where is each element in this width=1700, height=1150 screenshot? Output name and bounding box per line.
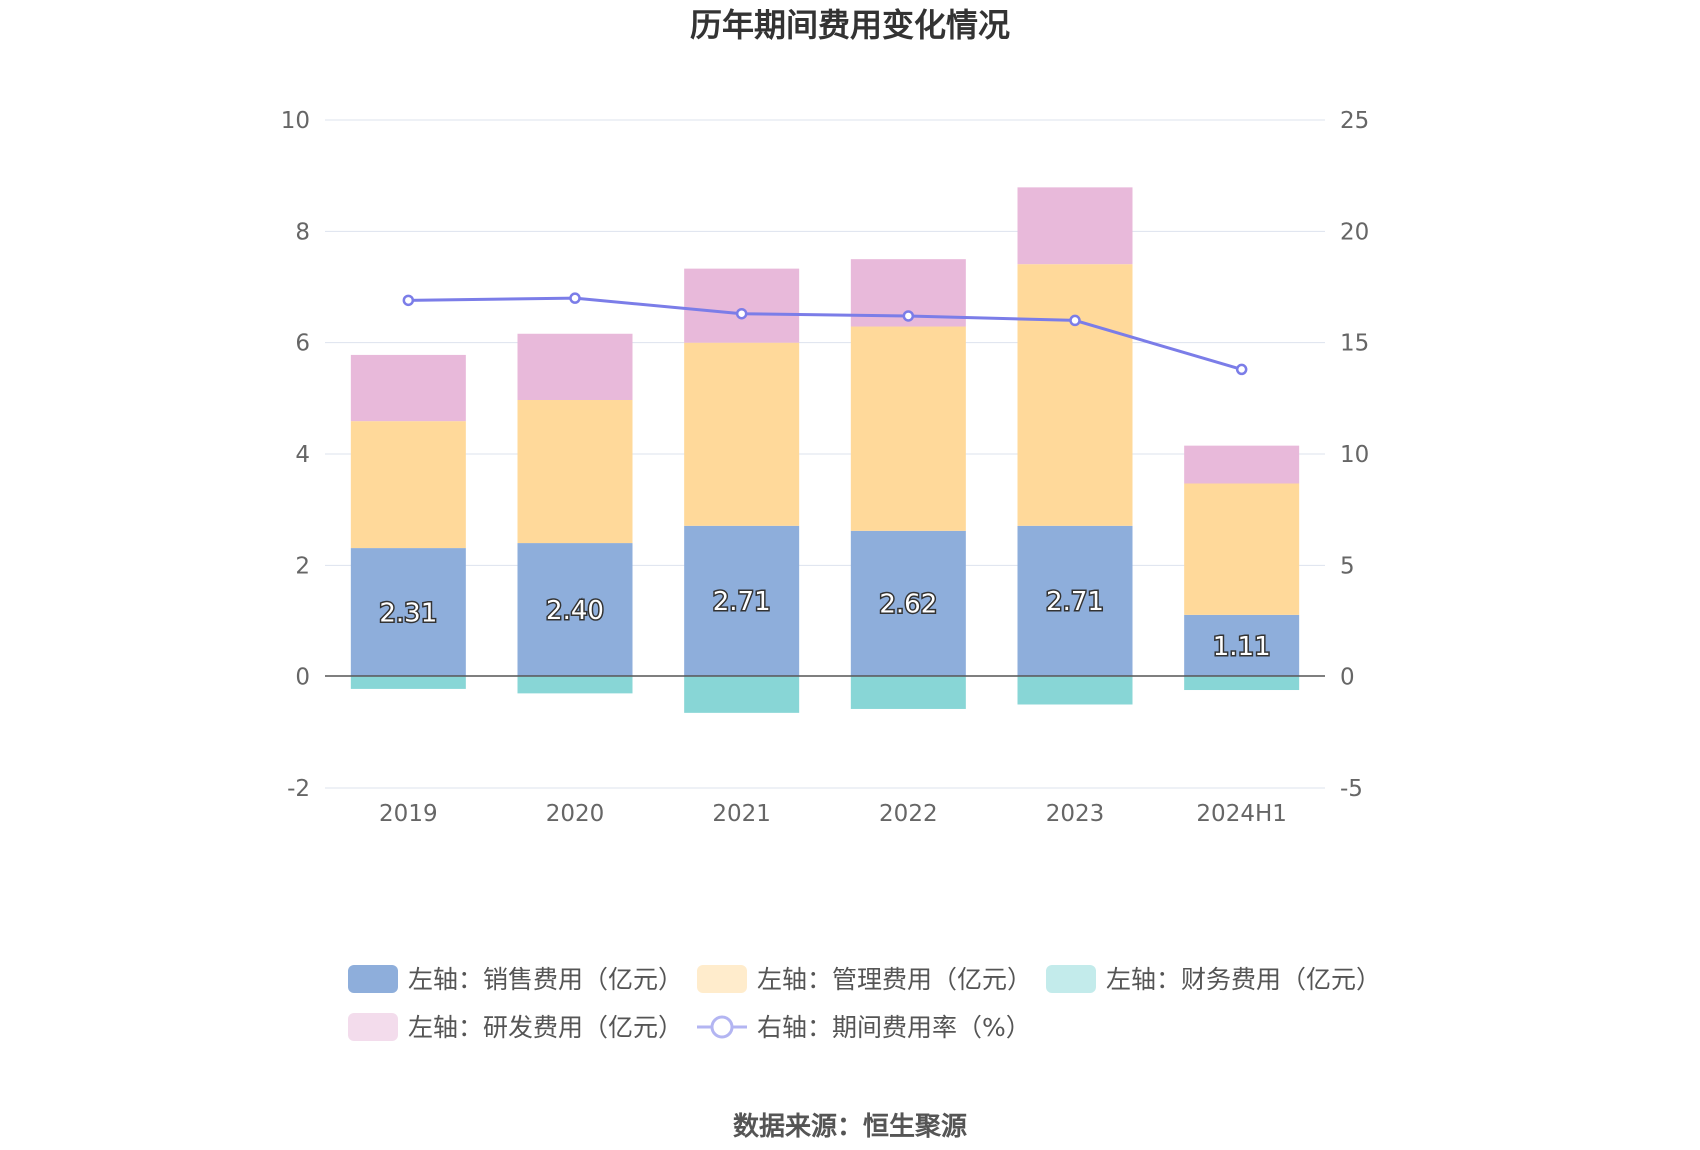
y-left-tick-label: 10 xyxy=(281,108,310,134)
chart-title: 历年期间费用变化情况 xyxy=(690,6,1010,44)
y-left-tick-label: 6 xyxy=(295,331,310,357)
y-right-tick-label: 0 xyxy=(1340,665,1355,691)
legend-marker-icon xyxy=(710,1015,734,1039)
bar-segment xyxy=(684,525,800,677)
bar-segment xyxy=(684,268,800,343)
bar-segment xyxy=(1184,483,1300,615)
data-label: 1.11 xyxy=(1213,632,1271,662)
y-right-tick-label: 25 xyxy=(1340,108,1369,134)
x-tick-label: 2023 xyxy=(1046,801,1105,827)
bar-segment-negative xyxy=(850,676,966,709)
bar-segment xyxy=(684,342,800,526)
line-series xyxy=(402,292,1248,376)
source-text: 数据来源：恒生聚源 xyxy=(733,1112,967,1142)
legend-label: 左轴：研发费用（亿元） xyxy=(408,1013,683,1042)
data-label: 2.31 xyxy=(379,598,437,628)
y-left-tick-label: 2 xyxy=(295,553,310,579)
y-left-tick-label: 4 xyxy=(295,442,310,468)
bars xyxy=(350,187,1300,713)
bar-segment xyxy=(350,354,466,422)
legend-swatch xyxy=(1046,965,1096,993)
rate-point xyxy=(402,294,415,307)
data-label: 2.71 xyxy=(1046,587,1104,617)
legend: 左轴：销售费用（亿元） 左轴：管理费用（亿元） 左轴：财务费用（亿元） 左轴：研发费用… xyxy=(348,965,1381,1042)
grid xyxy=(325,119,1325,789)
bar-segment-negative xyxy=(1184,676,1300,691)
legend-label: 左轴：销售费用（亿元） xyxy=(408,965,683,994)
rate-point xyxy=(569,292,581,304)
rate-point xyxy=(1235,363,1248,376)
bar-segment xyxy=(517,333,633,401)
bar-segment xyxy=(350,548,466,677)
x-tick-label: 2022 xyxy=(879,801,938,827)
x-tick-label: 2019 xyxy=(379,801,438,827)
rate-point xyxy=(902,310,915,322)
bar-segment-negative xyxy=(1017,676,1133,705)
bar-segment xyxy=(1017,525,1133,677)
x-tick-label: 2020 xyxy=(546,801,605,827)
x-tick-label: 2021 xyxy=(712,801,771,827)
x-axis: 2019 2020 2021 2022 2023 2024H1 xyxy=(379,801,1287,827)
rate-point xyxy=(1069,314,1081,327)
legend-label: 左轴：财务费用（亿元） xyxy=(1106,965,1381,994)
bar-segment-negative xyxy=(517,676,633,694)
legend-swatch xyxy=(697,965,747,993)
data-label: 2.71 xyxy=(713,587,771,617)
y-left-tick-label: -2 xyxy=(287,776,310,802)
legend-swatch xyxy=(348,965,398,993)
data-labels: 2.31 2.40 2.71 2.62 2.71 1.11 xyxy=(378,586,1272,664)
bar-segment-negative xyxy=(350,676,466,689)
y-axis-left: 10 8 6 4 2 0 -2 xyxy=(281,108,310,802)
legend-label: 右轴：期间费用率（%） xyxy=(757,1013,1031,1042)
legend-label: 左轴：管理费用（亿元） xyxy=(757,965,1032,994)
bar-segment xyxy=(1017,264,1133,526)
legend-swatch xyxy=(348,1013,398,1041)
y-right-tick-label: 15 xyxy=(1340,331,1369,357)
y-right-tick-label: 10 xyxy=(1340,442,1369,468)
bar-segment xyxy=(1017,187,1133,265)
bar-segment xyxy=(850,530,966,677)
y-right-tick-label: -5 xyxy=(1340,776,1363,802)
data-label: 2.40 xyxy=(546,596,604,626)
y-left-tick-label: 8 xyxy=(295,219,310,245)
bar-segment xyxy=(350,421,466,549)
y-right-tick-label: 20 xyxy=(1340,219,1369,245)
y-axis-right: 25 20 15 10 5 0 -5 xyxy=(1340,108,1369,802)
rate-point xyxy=(735,307,748,320)
y-left-tick-label: 0 xyxy=(295,665,310,691)
data-label: 2.62 xyxy=(879,590,937,620)
y-right-tick-label: 5 xyxy=(1340,553,1355,579)
bar-segment xyxy=(1184,445,1300,484)
rate-line xyxy=(408,296,1243,371)
bar-segment xyxy=(517,400,633,544)
bar-segment xyxy=(517,543,633,677)
bar-segment-negative xyxy=(684,676,800,713)
x-tick-label: 2024H1 xyxy=(1196,801,1286,827)
bar-segment xyxy=(1184,614,1300,677)
bar-segment xyxy=(850,326,966,531)
